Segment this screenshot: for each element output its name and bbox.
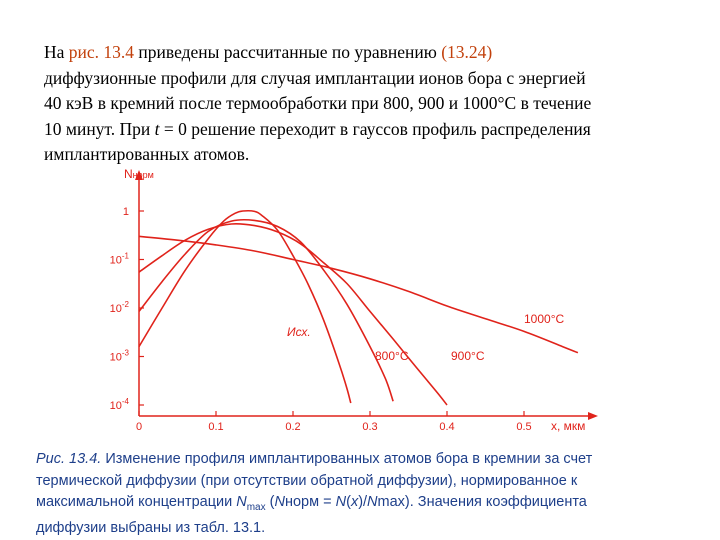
x-tick-label: 0.2 [285,421,300,433]
caption-text: ( [265,494,275,510]
body-paragraph: На рис. 13.4 приведены рассчитанные по у… [44,40,694,168]
equation-reference-link[interactable]: (13.24) [441,42,493,62]
x-tick-label: 0 [136,421,142,433]
caption-symbol: x [350,494,359,510]
caption-symbol: N [367,494,378,510]
caption-line-1: Рис. 13.4. Изменение профиля имплантиров… [36,449,706,471]
paragraph-text: На [44,42,69,62]
caption-line-2: термической диффузии (при отсутствии обр… [36,472,578,489]
nmax-subscript: max [246,501,266,513]
y-axis-arrow [135,170,143,180]
caption-label: Рис. 13.4. [36,451,102,467]
paragraph-line-2: диффузионные профили для случая импланта… [44,67,586,88]
y-tick-label: 1 [123,206,129,218]
x-tick-label: 0.5 [516,421,531,433]
x-tick-label: 0.1 [208,421,223,433]
caption-text: максимальной концентрации [36,494,237,510]
series-line-3 [138,235,579,354]
paragraph-text: приведены рассчитанные по уравнению [134,42,442,62]
paragraph-line-5: имплантированных атомов. [44,144,250,164]
y-axis-label: Nнорм [124,167,154,181]
caption-line-3: максимальной концентрации Nmax (Nнорм = … [36,492,706,518]
series-line-0 [138,209,352,404]
annotation-1000c: 1000°C [524,312,564,326]
series-line-2 [138,223,448,406]
paragraph-text: = 0 решение переходит в гауссов профиль … [159,118,591,139]
caption-text: норм = [284,494,336,510]
chart-axes: 1 10-1 10-2 10-3 10-4 0 0.1 0.2 0.3 0.4 0.5 [110,170,598,433]
caption-symbol: N [274,494,285,510]
annotation-900c: 900°C [451,349,485,363]
caption-line-4: диффузии выбраны из табл. 13.1. [36,520,266,537]
caption-text: max). Значения коэффициента [377,494,587,510]
y-tick-label: 10-1 [110,252,130,267]
y-tick-label: 10-3 [110,349,130,364]
annotation-initial: Исх. [287,325,311,339]
time-variable: t [154,118,160,139]
caption-text: ( [346,494,351,510]
chart-series [138,209,579,406]
y-tick-label: 10-4 [110,397,130,412]
paragraph-line-3: 40 кэВ в кремний после термообработки пр… [44,93,592,113]
nmax-symbol: N [236,494,247,510]
caption-text: )/ [358,494,368,510]
figure-reference-link[interactable]: рис. 13.4 [68,42,135,62]
paragraph-text: 10 минут. При [44,118,155,139]
x-tick-label: 0.3 [362,421,377,433]
x-axis-arrow [588,412,598,420]
paragraph-line-1: На рис. 13.4 приведены рассчитанные по у… [44,40,694,66]
y-tick-label: 10-2 [110,300,130,315]
caption-text: Изменение профиля имплантированных атомо… [101,451,593,467]
paragraph-line-4: 10 минут. При t = 0 решение переходит в … [44,117,694,143]
annotation-800c: 800°C [375,349,409,363]
x-tick-label: 0.4 [439,421,454,433]
series-line-1 [138,218,394,402]
x-axis-label: x, мкм [551,419,585,433]
figure-caption: Рис. 13.4. Изменение профиля имплантиров… [36,449,706,540]
caption-symbol: N [335,494,347,510]
chart-labels: Nнорм x, мкм Исх. 800°C 900°C 1000°C [124,167,585,433]
